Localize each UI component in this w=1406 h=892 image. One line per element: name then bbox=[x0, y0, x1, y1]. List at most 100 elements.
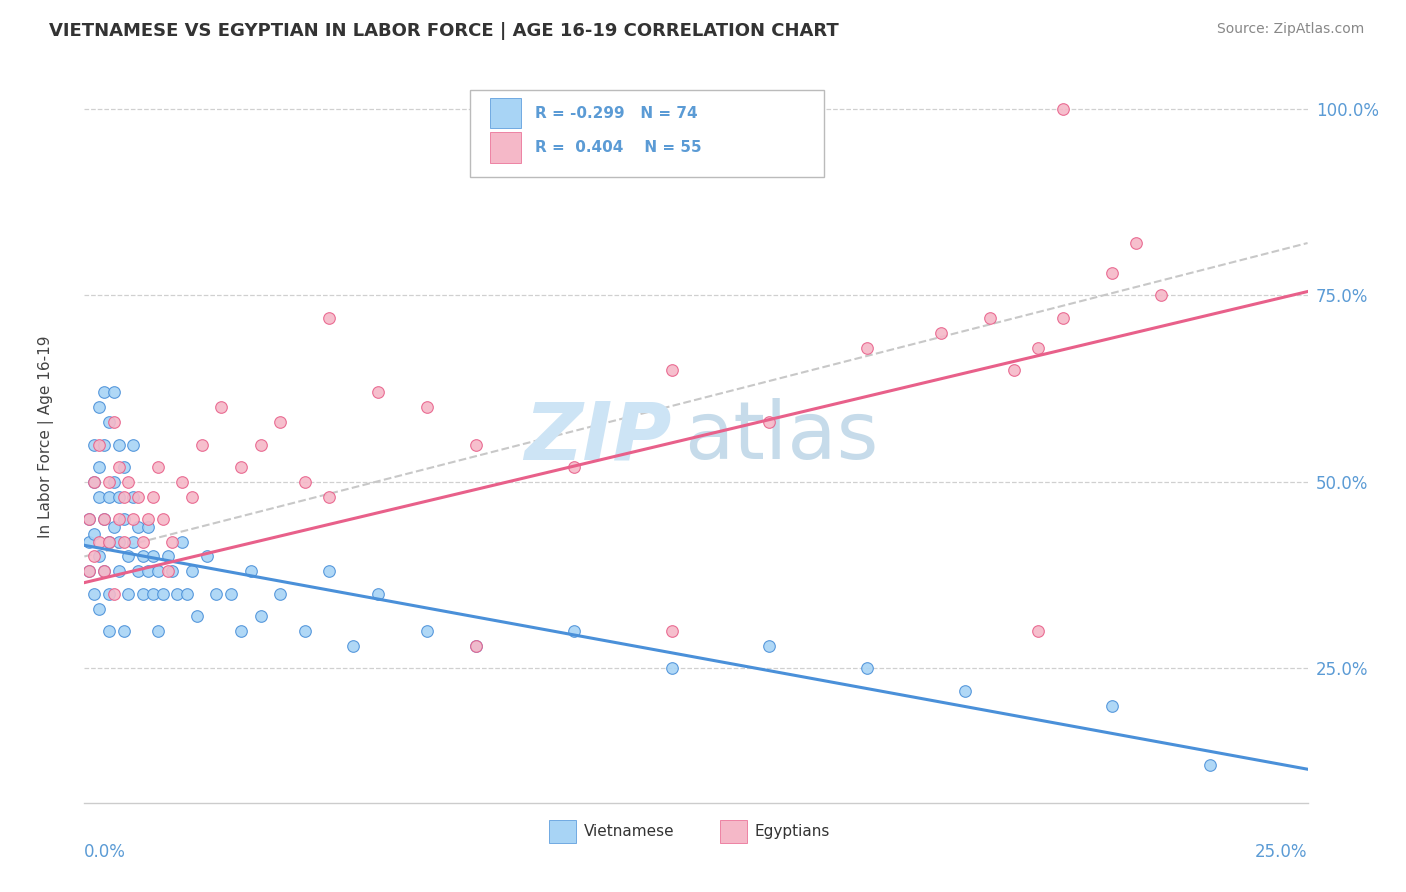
Text: In Labor Force | Age 16-19: In Labor Force | Age 16-19 bbox=[38, 335, 53, 539]
Point bbox=[249, 437, 271, 451]
Point bbox=[464, 639, 486, 653]
Point bbox=[127, 565, 149, 579]
Point bbox=[112, 512, 135, 526]
Point bbox=[77, 565, 100, 579]
Point bbox=[294, 475, 316, 489]
Point bbox=[93, 565, 115, 579]
Point bbox=[229, 624, 252, 639]
Text: Egyptians: Egyptians bbox=[755, 824, 830, 838]
Text: Vietnamese: Vietnamese bbox=[583, 824, 673, 838]
Point bbox=[294, 624, 316, 639]
Point bbox=[464, 639, 486, 653]
Point bbox=[209, 401, 232, 415]
Bar bbox=[550, 820, 576, 843]
Point bbox=[146, 624, 169, 639]
Point bbox=[103, 519, 125, 533]
Point bbox=[117, 549, 139, 564]
Point bbox=[146, 459, 169, 474]
Point bbox=[112, 534, 135, 549]
Point bbox=[172, 475, 194, 489]
Point bbox=[77, 512, 100, 526]
Point bbox=[176, 587, 198, 601]
Point bbox=[77, 534, 100, 549]
Point bbox=[205, 587, 228, 601]
FancyBboxPatch shape bbox=[470, 90, 824, 178]
Point bbox=[122, 534, 145, 549]
Point bbox=[661, 661, 683, 675]
Point bbox=[127, 490, 149, 504]
Point bbox=[107, 437, 129, 451]
Point bbox=[172, 534, 194, 549]
Point bbox=[186, 609, 208, 624]
Point bbox=[97, 475, 120, 489]
Point bbox=[979, 310, 1001, 325]
Point bbox=[83, 549, 105, 564]
Point bbox=[107, 459, 129, 474]
Point bbox=[136, 519, 159, 533]
Point bbox=[93, 437, 115, 451]
Point bbox=[1002, 363, 1025, 377]
Point bbox=[1101, 698, 1123, 713]
Point bbox=[1150, 288, 1173, 302]
Point bbox=[1198, 758, 1220, 772]
Point bbox=[562, 459, 585, 474]
Point bbox=[162, 534, 184, 549]
Bar bbox=[491, 132, 522, 163]
Point bbox=[142, 490, 165, 504]
Point bbox=[117, 475, 139, 489]
Point bbox=[1028, 341, 1050, 355]
Point bbox=[103, 385, 125, 400]
Point bbox=[117, 587, 139, 601]
Point bbox=[83, 437, 105, 451]
Point bbox=[156, 549, 179, 564]
Text: R = -0.299   N = 74: R = -0.299 N = 74 bbox=[534, 105, 697, 120]
Point bbox=[269, 587, 291, 601]
Point bbox=[142, 549, 165, 564]
Point bbox=[152, 512, 174, 526]
Point bbox=[87, 490, 110, 504]
Point bbox=[464, 437, 486, 451]
Point bbox=[661, 624, 683, 639]
Point bbox=[416, 401, 439, 415]
Text: VIETNAMESE VS EGYPTIAN IN LABOR FORCE | AGE 16-19 CORRELATION CHART: VIETNAMESE VS EGYPTIAN IN LABOR FORCE | … bbox=[49, 22, 839, 40]
Point bbox=[127, 519, 149, 533]
Point bbox=[83, 527, 105, 541]
Text: Source: ZipAtlas.com: Source: ZipAtlas.com bbox=[1216, 22, 1364, 37]
Point bbox=[146, 565, 169, 579]
Point bbox=[107, 534, 129, 549]
Text: atlas: atlas bbox=[683, 398, 879, 476]
Point bbox=[249, 609, 271, 624]
Point bbox=[97, 534, 120, 549]
Point bbox=[1101, 266, 1123, 280]
Point bbox=[107, 512, 129, 526]
Point bbox=[856, 341, 879, 355]
Point bbox=[87, 437, 110, 451]
Text: R =  0.404    N = 55: R = 0.404 N = 55 bbox=[534, 140, 702, 155]
Point bbox=[156, 565, 179, 579]
Point bbox=[562, 624, 585, 639]
Bar bbox=[720, 820, 748, 843]
Point bbox=[97, 415, 120, 429]
Point bbox=[661, 363, 683, 377]
Point bbox=[142, 587, 165, 601]
Text: 25.0%: 25.0% bbox=[1256, 843, 1308, 861]
Point bbox=[195, 549, 218, 564]
Point bbox=[152, 587, 174, 601]
Point bbox=[107, 565, 129, 579]
Point bbox=[318, 310, 340, 325]
Point bbox=[181, 565, 204, 579]
Point bbox=[191, 437, 214, 451]
Point bbox=[77, 512, 100, 526]
Point bbox=[136, 565, 159, 579]
Point bbox=[929, 326, 952, 340]
Point bbox=[758, 639, 780, 653]
Point bbox=[97, 534, 120, 549]
Point bbox=[97, 587, 120, 601]
Point bbox=[93, 565, 115, 579]
Point bbox=[132, 587, 155, 601]
Point bbox=[87, 534, 110, 549]
Point bbox=[93, 512, 115, 526]
Point bbox=[93, 385, 115, 400]
Point bbox=[103, 475, 125, 489]
Point bbox=[87, 401, 110, 415]
